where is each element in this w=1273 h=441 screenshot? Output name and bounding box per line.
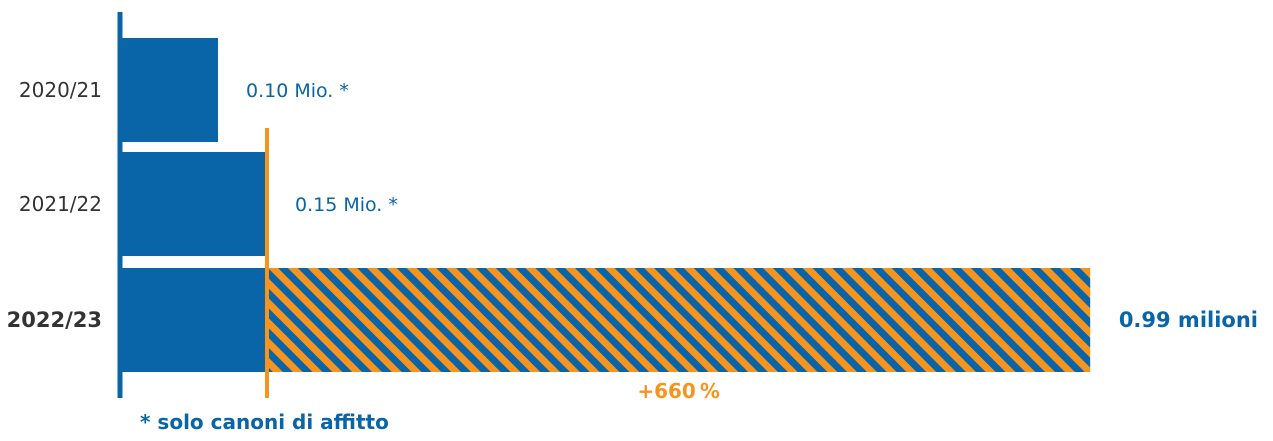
value-label: 0.99 milioni [1119,308,1258,332]
category-label: 2021/22 [19,192,102,216]
category-label: 2020/21 [19,78,102,102]
value-label: 0.15 Mio. * [295,194,398,216]
bar-2022-23-growth [267,268,1091,372]
category-label: 2022/23 [7,308,102,332]
bar-2021-22 [120,152,267,256]
growth-label: +660 % [637,379,720,403]
bar-2020-21 [120,38,218,142]
footnote: * solo canoni di affitto [140,410,389,434]
bar-2022-23-base [120,268,267,372]
value-label: 0.10 Mio. * [246,80,349,102]
